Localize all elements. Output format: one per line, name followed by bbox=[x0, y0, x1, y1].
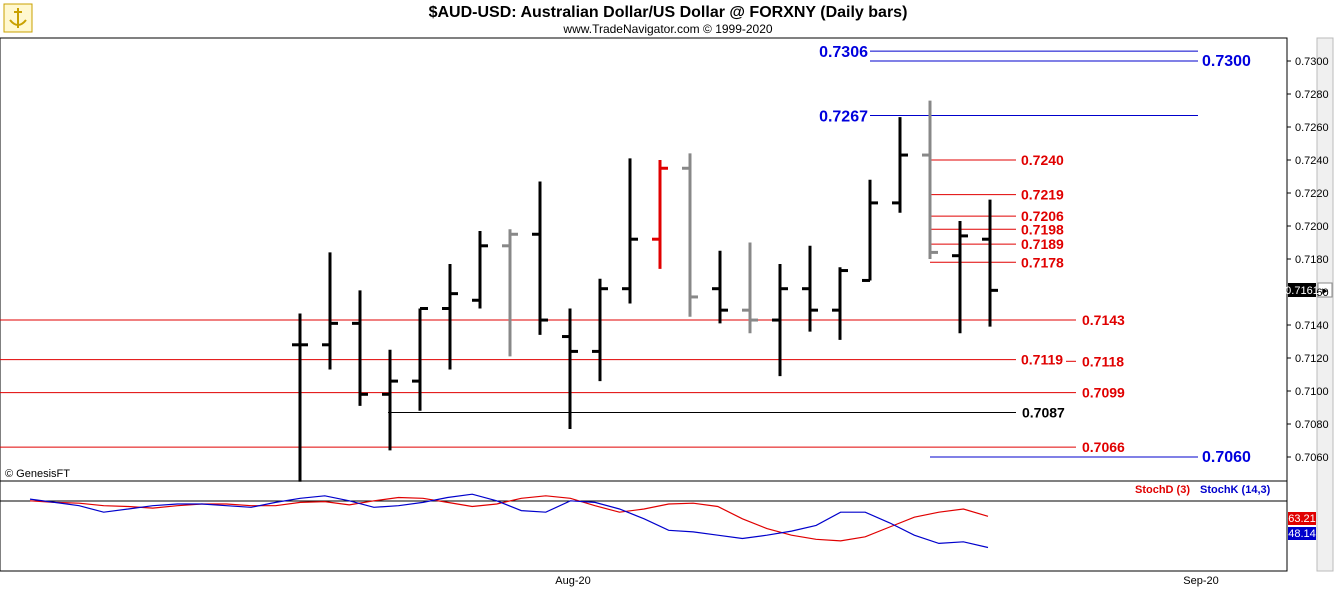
level-label: 0.7267 bbox=[819, 108, 868, 125]
y-tick-label: 0.7260 bbox=[1295, 122, 1329, 134]
bars-layer bbox=[292, 100, 998, 482]
level-label: 0.7300 bbox=[1202, 53, 1251, 70]
stoch-d-tag bbox=[1288, 512, 1316, 525]
y-tick-label: 0.7240 bbox=[1295, 155, 1329, 167]
stochastic-layer bbox=[29, 493, 989, 549]
last-price-label: 0.7161 bbox=[1285, 285, 1319, 297]
y-tick-label: 0.7120 bbox=[1295, 353, 1329, 365]
level-label: 0.7060 bbox=[1202, 449, 1251, 466]
stoch-d-value: 63.21 bbox=[1288, 513, 1316, 525]
level-label: 0.7087 bbox=[1022, 404, 1065, 420]
level-label: 0.7143 bbox=[1082, 312, 1125, 328]
level-label: 0.7189 bbox=[1021, 236, 1064, 252]
level-label: 0.7178 bbox=[1021, 254, 1064, 270]
stoch-k-tag bbox=[1288, 527, 1316, 540]
chart-title: $AUD-USD: Australian Dollar/US Dollar @ … bbox=[429, 4, 908, 21]
y-axis: 0.70600.70800.71000.71200.71400.71600.71… bbox=[1287, 56, 1329, 464]
y-tick-label: 0.7220 bbox=[1295, 188, 1329, 200]
logo-icon bbox=[3, 3, 33, 33]
level-label: 0.7206 bbox=[1021, 208, 1064, 224]
level-label: 0.7119 bbox=[1021, 352, 1063, 368]
y-tick-label: 0.7080 bbox=[1295, 419, 1329, 431]
vertical-scrollbar[interactable]: ▸ bbox=[1316, 37, 1334, 572]
level-label: 0.7198 bbox=[1021, 221, 1064, 237]
stoch-k-value: 48.14 bbox=[1288, 528, 1316, 540]
y-tick-label: 0.7140 bbox=[1295, 320, 1329, 332]
levels-layer: 0.73060.73000.72670.72400.72190.72060.71… bbox=[0, 44, 1251, 466]
x-tick-label: Sep-20 bbox=[1183, 575, 1218, 587]
level-label: 0.7099 bbox=[1082, 385, 1125, 401]
stoch-panel bbox=[0, 480, 1288, 572]
stoch-series-line bbox=[29, 495, 989, 542]
chart-subtitle: www.TradeNavigator.com © 1999-2020 bbox=[562, 22, 772, 36]
y-tick-label: 0.7300 bbox=[1295, 56, 1329, 68]
last-price-tag bbox=[1288, 283, 1316, 297]
y-tick-label: 0.7200 bbox=[1295, 221, 1329, 233]
level-label: 0.7118 bbox=[1082, 353, 1124, 369]
x-tick-label: Aug-20 bbox=[555, 575, 590, 587]
copyright-label: © GenesisFT bbox=[5, 468, 70, 480]
y-tick-label: 0.7280 bbox=[1295, 89, 1329, 101]
stoch-series-line bbox=[29, 493, 989, 549]
level-label: 0.7306 bbox=[819, 44, 868, 61]
y-tick-label: 0.7100 bbox=[1295, 386, 1329, 398]
legend-stoch-d: StochD (3) bbox=[1135, 484, 1190, 496]
y-tick-label: 0.7180 bbox=[1295, 254, 1329, 266]
level-label: 0.7066 bbox=[1082, 439, 1125, 455]
level-label: 0.7240 bbox=[1021, 152, 1064, 168]
y-tick-label: 0.7060 bbox=[1295, 452, 1329, 464]
legend-stoch-k: StochK (14,3) bbox=[1200, 484, 1271, 496]
price-panel bbox=[0, 37, 1288, 482]
svg-text:▸: ▸ bbox=[1322, 285, 1328, 297]
level-label: 0.7219 bbox=[1021, 187, 1064, 203]
